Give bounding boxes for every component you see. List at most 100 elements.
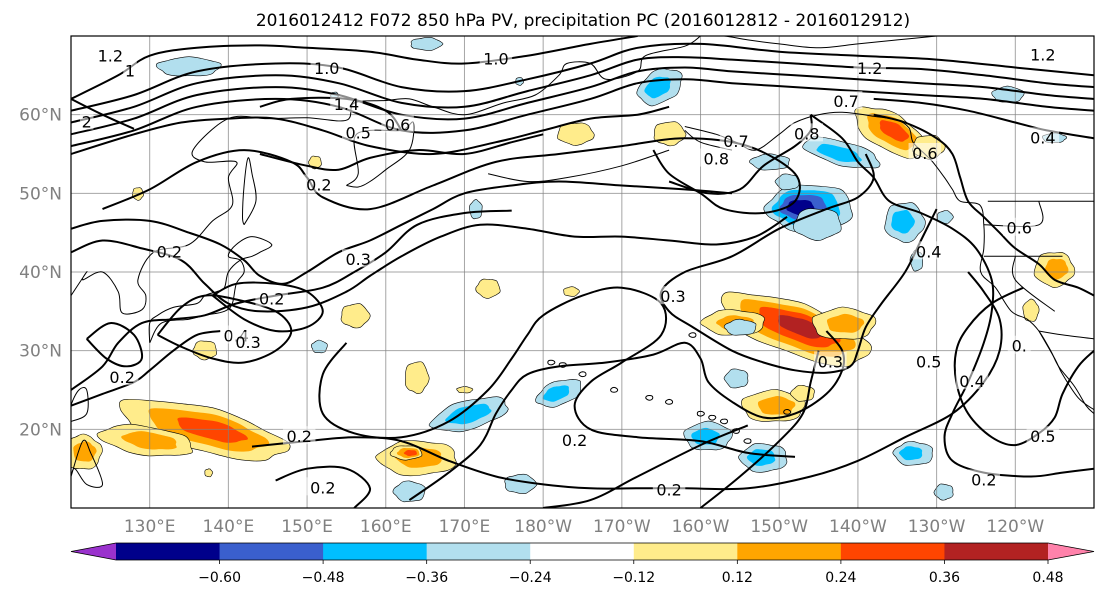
colorbar-tick-label-5: 0.12 bbox=[722, 570, 753, 586]
contour-label-bg-15 bbox=[1026, 127, 1060, 146]
precip-blob-20-level-0 bbox=[563, 286, 580, 297]
colorbar-tick-label-8: 0.48 bbox=[1032, 570, 1063, 586]
island-2 bbox=[708, 414, 717, 421]
island-12 bbox=[688, 332, 697, 338]
pv-contour-26 bbox=[71, 98, 135, 130]
contour-label-32: 0.2 bbox=[310, 478, 335, 497]
precip-blob-4-level-2 bbox=[403, 450, 418, 456]
colorbar-segment-2 bbox=[323, 543, 428, 560]
lat-tick-label-30: 30°N bbox=[19, 342, 62, 362]
precip-blob-32-level-0 bbox=[155, 56, 222, 77]
pv-contour-3 bbox=[71, 42, 1094, 112]
precip-blob-6-level-1 bbox=[826, 313, 865, 333]
contour-label-bg-12 bbox=[700, 148, 733, 167]
coastline-5 bbox=[71, 439, 104, 488]
lon-tick-label-130: 130°E bbox=[124, 517, 176, 537]
coastline-9 bbox=[488, 149, 670, 183]
precip-blob-44-level-0 bbox=[392, 480, 426, 503]
contour-label-bg-16 bbox=[1002, 217, 1036, 236]
pv-contour-6 bbox=[102, 137, 801, 215]
lat-tick-label-60: 60°N bbox=[19, 106, 62, 126]
precip-blob-5-level-3 bbox=[778, 315, 826, 339]
contour-label-bg-14 bbox=[908, 143, 942, 161]
contour-label-bg-6 bbox=[381, 114, 414, 133]
precip-blob-38-level-1 bbox=[542, 385, 570, 402]
contour-label-bg-18 bbox=[341, 249, 375, 268]
contour-label-bg-29 bbox=[1007, 335, 1031, 354]
precipitation-shading bbox=[71, 37, 1076, 503]
contour-label-9: 1.2 bbox=[1030, 46, 1055, 65]
colorbar-extend-max bbox=[1048, 543, 1094, 560]
precip-blob-2-level-1 bbox=[73, 441, 97, 462]
island-4 bbox=[664, 398, 674, 405]
colorbar-tick-label-1: −0.48 bbox=[302, 570, 345, 586]
lon-tick-label-230: 130°W bbox=[908, 517, 966, 537]
pv-contour-8 bbox=[873, 113, 1094, 297]
coastline-4 bbox=[71, 387, 89, 422]
contour-label-14: 0.6 bbox=[912, 144, 937, 163]
pv-contour-22 bbox=[275, 465, 372, 508]
island-9 bbox=[547, 359, 556, 366]
precip-blob-43-level-0 bbox=[723, 368, 749, 389]
precip-blob-37-level-1 bbox=[445, 403, 492, 425]
colorbar-segment-8 bbox=[944, 543, 1049, 560]
precip-blob-33-level-1 bbox=[644, 76, 671, 99]
lat-tick-label-50: 50°N bbox=[19, 184, 62, 204]
border-california-nevada bbox=[1011, 256, 1056, 312]
pv-contour-2 bbox=[71, 56, 1094, 124]
contour-label-7: 1.0 bbox=[483, 50, 508, 69]
pv-contour-24 bbox=[543, 424, 749, 508]
lat-tick-label-20: 20°N bbox=[19, 420, 62, 440]
precip-blob-19-level-0 bbox=[475, 278, 501, 299]
pv-contour-14 bbox=[71, 180, 733, 285]
lon-tick-label-150: 150°E bbox=[281, 517, 333, 537]
contour-label-bg-22 bbox=[231, 331, 265, 350]
island-3 bbox=[696, 410, 705, 417]
contour-label-26: 0.4 bbox=[916, 242, 941, 261]
precip-blob-13-level-0 bbox=[557, 122, 595, 146]
contour-label-bg-30 bbox=[1026, 426, 1060, 445]
contour-label-bg-11 bbox=[790, 123, 824, 142]
contour-label-8: 1.2 bbox=[857, 59, 882, 78]
lon-tick-label-190: 170°W bbox=[593, 517, 651, 537]
colorbar-segment-6 bbox=[737, 543, 842, 560]
pv-contour-17 bbox=[71, 209, 512, 391]
pv-contour-25 bbox=[699, 350, 820, 508]
precip-blob-51-level-0 bbox=[204, 468, 214, 478]
pv-contour-12 bbox=[953, 286, 1094, 447]
precip-blob-16-level-0 bbox=[340, 303, 371, 329]
border-washington-oregon bbox=[983, 201, 1044, 228]
lon-tick-label-200: 160°W bbox=[672, 517, 730, 537]
contour-label-bg-24 bbox=[656, 286, 690, 305]
coastline-8 bbox=[1038, 330, 1094, 411]
coastline-3 bbox=[241, 157, 257, 226]
contour-label-11: 0.8 bbox=[794, 124, 819, 143]
pv-contour-21 bbox=[251, 271, 1003, 491]
island-11 bbox=[783, 408, 792, 415]
contour-label-bg-31 bbox=[282, 426, 316, 445]
precip-blob-46-level-0 bbox=[311, 339, 328, 354]
contour-label-12: 0.8 bbox=[704, 150, 729, 169]
contour-label-30: 0.5 bbox=[1030, 427, 1055, 446]
coastline-0 bbox=[71, 36, 701, 315]
colorbar-tick-label-3: −0.24 bbox=[509, 570, 552, 586]
island-7 bbox=[578, 371, 587, 378]
contour-label-bg-8 bbox=[853, 58, 886, 77]
contour-label-19: 0.2 bbox=[157, 242, 182, 261]
contour-label-bg-9 bbox=[1026, 44, 1060, 63]
map-title: 2016012412 F072 850 hPa PV, precipitatio… bbox=[256, 11, 910, 31]
contour-label-5: 0.5 bbox=[346, 124, 371, 143]
contour-label-16: 0.6 bbox=[1007, 219, 1032, 238]
contour-label-20: 0.2 bbox=[259, 290, 284, 309]
coastlines bbox=[71, 36, 1094, 488]
pv-contour-11 bbox=[659, 153, 938, 374]
colorbar-segment-0 bbox=[116, 543, 221, 560]
contour-label-bg-28 bbox=[955, 371, 989, 390]
pv-contour-0 bbox=[71, 78, 1094, 148]
pv-contour-13 bbox=[71, 216, 788, 313]
colorbar-segment-3 bbox=[426, 543, 531, 560]
contour-label-29: 0. bbox=[1012, 337, 1027, 356]
contour-label-0: 1.2 bbox=[98, 46, 123, 65]
colorbar-segment-7 bbox=[840, 543, 945, 560]
